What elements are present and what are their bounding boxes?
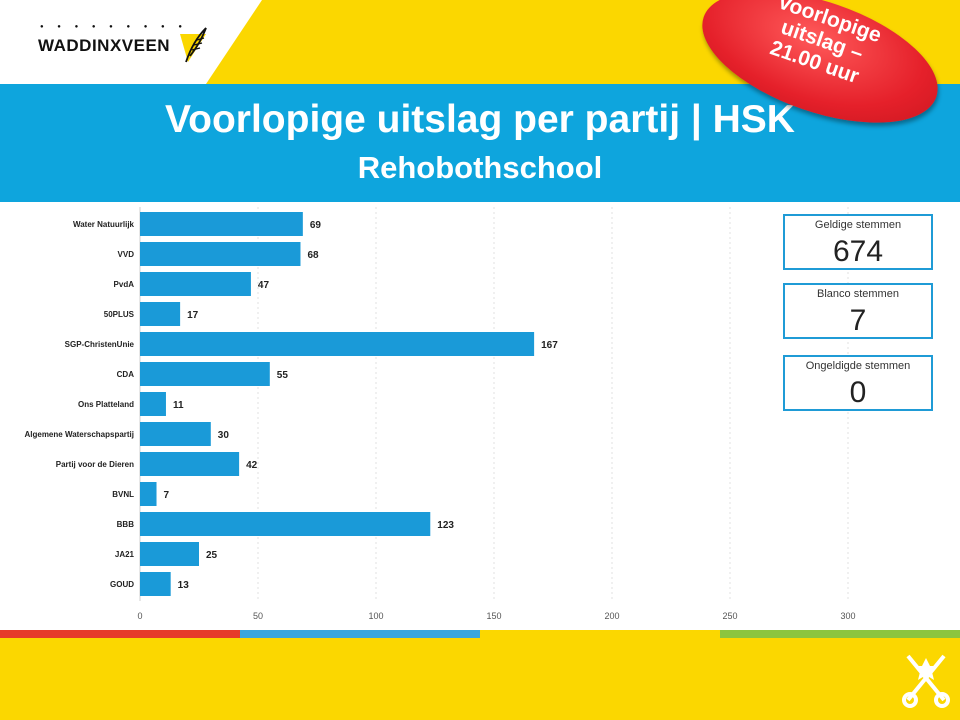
x-tick-label: 250 bbox=[722, 611, 737, 621]
page-title: Voorlopige uitslag per partij | HSK bbox=[165, 98, 795, 141]
bar bbox=[140, 362, 270, 386]
category-label: BBB bbox=[117, 520, 135, 529]
data-label: 68 bbox=[307, 250, 319, 261]
bar bbox=[140, 572, 171, 596]
kpi-label: Geldige stemmen bbox=[814, 219, 902, 231]
category-label: SGP-ChristenUnie bbox=[65, 340, 135, 349]
logo-dots: ● ● ● ● ● ● ● ● ● bbox=[40, 24, 188, 30]
stripe-red bbox=[0, 630, 240, 638]
bar bbox=[140, 542, 199, 566]
data-label: 167 bbox=[541, 340, 558, 351]
data-label: 13 bbox=[178, 580, 190, 591]
x-tick-label: 50 bbox=[253, 611, 263, 621]
kpi-value: 7 bbox=[849, 304, 867, 337]
data-label: 42 bbox=[246, 460, 258, 471]
bar bbox=[140, 212, 303, 236]
category-label: PvdA bbox=[114, 280, 135, 289]
bar bbox=[140, 272, 251, 296]
bar bbox=[140, 302, 181, 326]
results-bar-chart: Water Natuurlijk 69 VVD 68 PvdA 47 50PLUS 17 SGP… bbox=[24, 207, 856, 621]
color-stripe bbox=[0, 630, 960, 638]
category-label: Algemene Waterschapspartij bbox=[24, 430, 134, 439]
bar bbox=[140, 332, 535, 356]
category-label: GOUD bbox=[110, 580, 134, 589]
data-label: 47 bbox=[258, 280, 270, 291]
bottom-yellow-band bbox=[0, 638, 960, 720]
category-label: BVNL bbox=[112, 490, 134, 499]
bar bbox=[140, 452, 240, 476]
kpi-value: 674 bbox=[832, 235, 884, 268]
stripe-yellow bbox=[480, 630, 720, 638]
category-label: JA21 bbox=[115, 550, 135, 559]
data-label: 123 bbox=[437, 520, 454, 531]
x-tick-label: 0 bbox=[137, 611, 142, 621]
category-label: Water Natuurlijk bbox=[73, 220, 135, 229]
data-label: 25 bbox=[206, 550, 218, 561]
category-label: VVD bbox=[118, 250, 135, 259]
bar bbox=[140, 242, 301, 266]
kpi-invalid-votes: Ongeldigde stemmen 0 bbox=[783, 355, 933, 411]
kpi-blank-votes: Blanco stemmen 7 bbox=[783, 283, 933, 339]
x-tick-label: 200 bbox=[604, 611, 619, 621]
data-label: 17 bbox=[187, 310, 199, 321]
data-label: 69 bbox=[310, 220, 322, 231]
data-label: 30 bbox=[218, 430, 230, 441]
x-tick-label: 150 bbox=[486, 611, 501, 621]
x-tick-label: 300 bbox=[840, 611, 855, 621]
feather-logo-icon bbox=[180, 27, 207, 63]
bar bbox=[140, 422, 211, 446]
bar bbox=[140, 512, 431, 536]
bar bbox=[140, 392, 166, 416]
category-label: Partij voor de Dieren bbox=[56, 460, 134, 469]
stripe-green bbox=[720, 630, 960, 638]
kpi-label: Blanco stemmen bbox=[817, 288, 899, 300]
data-label: 55 bbox=[277, 370, 289, 381]
x-tick-label: 100 bbox=[368, 611, 383, 621]
data-label: 11 bbox=[173, 400, 184, 411]
crossed-keys-icon bbox=[902, 654, 950, 708]
category-label: Ons Platteland bbox=[78, 400, 134, 409]
category-label: CDA bbox=[117, 370, 135, 379]
data-label: 7 bbox=[164, 490, 170, 501]
kpi-valid-votes: Geldige stemmen 674 bbox=[783, 214, 933, 270]
page-subtitle: Rehobothschool bbox=[357, 150, 603, 185]
stripe-blue bbox=[240, 630, 480, 638]
kpi-value: 0 bbox=[849, 376, 867, 409]
logo-text: WADDINXVEEN bbox=[38, 36, 171, 55]
category-label: 50PLUS bbox=[104, 310, 135, 319]
kpi-label: Ongeldigde stemmen bbox=[805, 360, 911, 372]
bar bbox=[140, 482, 157, 506]
